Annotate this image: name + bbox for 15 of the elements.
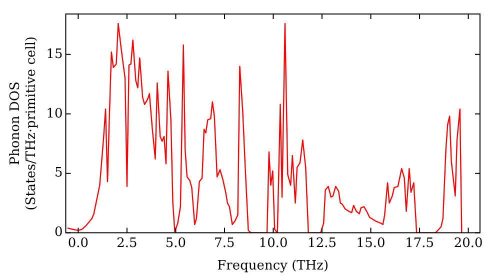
x-tick-label: 10.0 xyxy=(258,236,288,251)
x-tick-label: 12.5 xyxy=(308,236,336,251)
x-tick-label: 0.0 xyxy=(68,236,89,251)
y-tick-label: 0 xyxy=(54,225,63,240)
y-tick-label: 15 xyxy=(46,46,63,62)
y-tick-label: 10 xyxy=(46,106,63,122)
y-axis-title: Phonon DOS (States/THz·primitive cell) xyxy=(8,36,39,210)
x-axis-title: Frequency (THz) xyxy=(217,258,329,274)
x-tick-label: 5.0 xyxy=(165,236,186,251)
x-tick-label: 7.5 xyxy=(214,236,235,251)
x-tick-label: 17.5 xyxy=(405,236,434,251)
y-tick-label: 5 xyxy=(54,166,63,181)
x-tick-label: 15.0 xyxy=(356,236,386,251)
x-tick-label: 2.5 xyxy=(116,236,138,251)
x-tick-label: 20.0 xyxy=(454,236,483,251)
